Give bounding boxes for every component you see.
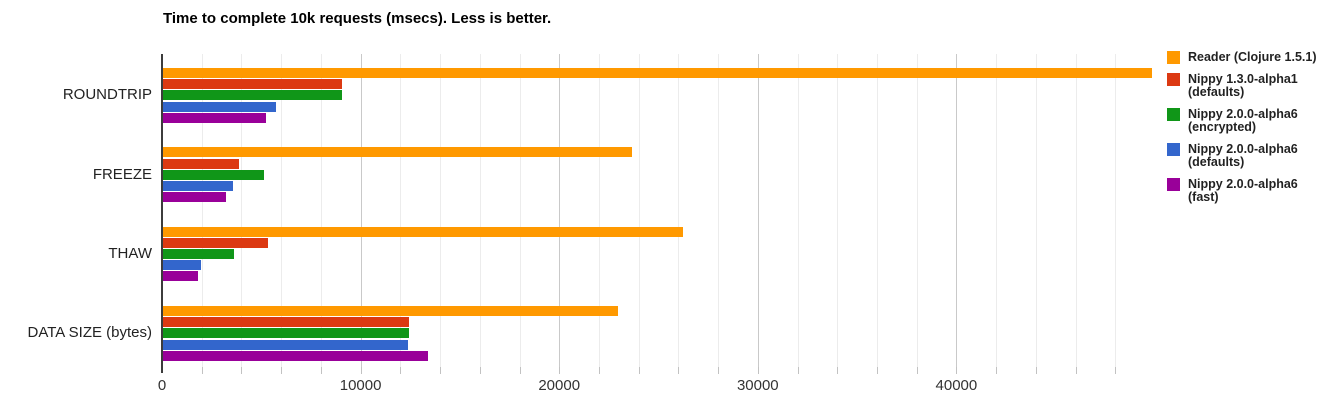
minor-gridline bbox=[638, 54, 640, 367]
x-axis-tick bbox=[877, 367, 878, 374]
bar bbox=[163, 226, 684, 237]
x-tick-label: 30000 bbox=[736, 377, 779, 394]
legend-label: Reader (Clojure 1.5.1) bbox=[1188, 50, 1317, 64]
x-axis-tick bbox=[638, 367, 640, 374]
minor-gridline bbox=[916, 54, 918, 367]
x-axis-tick bbox=[519, 367, 521, 374]
bar bbox=[163, 237, 268, 248]
major-gridline bbox=[360, 54, 362, 367]
x-axis-tick bbox=[559, 367, 561, 374]
minor-gridline bbox=[797, 54, 799, 367]
x-axis-tick bbox=[916, 367, 918, 374]
minor-gridline bbox=[678, 54, 680, 367]
legend-swatch bbox=[1167, 177, 1180, 191]
chart-title: Time to complete 10k requests (msecs). L… bbox=[163, 10, 552, 27]
bar bbox=[163, 90, 342, 101]
bar bbox=[163, 147, 632, 158]
x-tick-label: 20000 bbox=[538, 377, 581, 394]
legend-label: Nippy 2.0.0-alpha6 (fast) bbox=[1188, 176, 1298, 204]
bar bbox=[163, 79, 343, 90]
bar bbox=[163, 158, 239, 169]
bar bbox=[163, 192, 226, 203]
x-tick-label: 40000 bbox=[935, 377, 978, 394]
minor-gridline bbox=[281, 54, 283, 367]
legend-label: Nippy 2.0.0-alpha6 (defaults) bbox=[1188, 141, 1298, 169]
minor-gridline bbox=[718, 54, 720, 367]
legend-swatch bbox=[1167, 142, 1180, 156]
category-label: ROUNDTRIP bbox=[62, 86, 152, 104]
x-axis-tick bbox=[678, 367, 680, 374]
major-gridline bbox=[559, 54, 561, 367]
legend-swatch bbox=[1167, 72, 1180, 86]
minor-gridline bbox=[519, 54, 521, 367]
major-gridline bbox=[956, 54, 958, 367]
minor-gridline bbox=[479, 54, 481, 367]
plot-area bbox=[161, 54, 1155, 374]
x-axis-tick bbox=[479, 367, 481, 374]
x-tick-label: 0 bbox=[157, 377, 167, 394]
minor-gridline bbox=[241, 54, 243, 367]
legend: Reader (Clojure 1.5.1) Nippy 1.3.0-alpha1… bbox=[1167, 50, 1330, 213]
minor-gridline bbox=[400, 54, 402, 367]
x-axis-tick bbox=[241, 367, 243, 374]
minor-gridline bbox=[877, 54, 878, 367]
bar bbox=[163, 260, 201, 271]
legend-label: Nippy 2.0.0-alpha6 (encrypted) bbox=[1188, 106, 1298, 134]
bar bbox=[163, 112, 266, 123]
category-label: DATA SIZE (bytes) bbox=[27, 324, 152, 342]
bar bbox=[163, 180, 233, 191]
category-label: THAW bbox=[108, 245, 152, 262]
bar bbox=[163, 350, 428, 361]
minor-gridline bbox=[1075, 54, 1077, 367]
legend-swatch bbox=[1167, 51, 1180, 64]
x-axis-tick bbox=[281, 367, 283, 374]
bar bbox=[163, 169, 265, 180]
x-axis-tick bbox=[201, 367, 203, 374]
legend-item: Nippy 1.3.0-alpha1 (defaults) bbox=[1167, 71, 1330, 100]
legend-label: Nippy 1.3.0-alpha1 (defaults) bbox=[1188, 71, 1298, 99]
x-axis-tick bbox=[837, 367, 839, 374]
bar bbox=[163, 317, 410, 328]
legend-item: Nippy 2.0.0-alpha6 (fast) bbox=[1167, 176, 1330, 205]
bar bbox=[163, 68, 1152, 78]
x-axis-tick bbox=[797, 367, 799, 374]
x-axis-tick bbox=[598, 367, 600, 374]
legend-swatch bbox=[1167, 107, 1180, 121]
x-axis-tick bbox=[440, 367, 441, 374]
minor-gridline bbox=[201, 54, 203, 367]
x-axis-tick bbox=[1035, 367, 1037, 374]
x-axis-tick bbox=[1115, 367, 1117, 374]
bar bbox=[163, 339, 409, 350]
bar bbox=[163, 249, 234, 259]
minor-gridline bbox=[837, 54, 839, 367]
minor-gridline bbox=[996, 54, 998, 367]
x-axis-tick bbox=[757, 367, 759, 374]
legend-item: Nippy 2.0.0-alpha6 (defaults) bbox=[1167, 141, 1330, 170]
bar bbox=[163, 328, 410, 339]
bar bbox=[163, 271, 199, 282]
major-gridline bbox=[757, 54, 759, 367]
x-axis-tick bbox=[718, 367, 720, 374]
minor-gridline bbox=[1035, 54, 1037, 367]
x-axis-tick bbox=[320, 367, 322, 374]
minor-gridline bbox=[1115, 54, 1117, 367]
y-axis-line bbox=[161, 54, 163, 373]
x-tick-label: 10000 bbox=[339, 377, 382, 394]
x-axis-tick bbox=[400, 367, 402, 374]
minor-gridline bbox=[440, 54, 441, 367]
x-axis-tick bbox=[1075, 367, 1077, 374]
x-axis-labels: 0 10000 20000 30000 40000 bbox=[158, 377, 1155, 397]
x-axis-tick bbox=[996, 367, 998, 374]
bar bbox=[163, 101, 276, 112]
legend-item: Reader (Clojure 1.5.1) bbox=[1167, 50, 1330, 65]
category-label: FREEZE bbox=[92, 165, 152, 183]
bar bbox=[163, 305, 618, 316]
minor-gridline bbox=[320, 54, 322, 367]
y-axis-category-labels: ROUNDTRIP FREEZE THAW DATA SIZE (bytes) bbox=[0, 54, 152, 367]
x-axis-tick bbox=[360, 367, 362, 374]
x-axis-tick bbox=[956, 367, 958, 374]
minor-gridline bbox=[598, 54, 600, 367]
legend-item: Nippy 2.0.0-alpha6 (encrypted) bbox=[1167, 106, 1330, 135]
